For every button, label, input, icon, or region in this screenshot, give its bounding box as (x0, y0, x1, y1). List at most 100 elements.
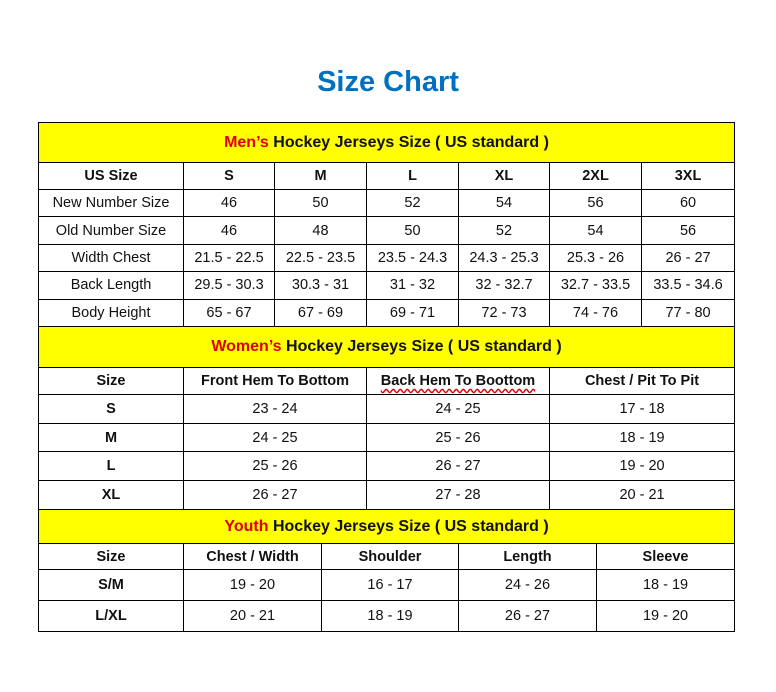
value-cell: 20 - 21 (548, 480, 736, 510)
value-cell: 50 (274, 188, 367, 218)
value-cell: 30.3 - 31 (274, 271, 367, 300)
youth-size-table: Youth Hockey Jerseys Size ( US standard … (37, 509, 736, 632)
youth-header-row: Size Chest / Width Shoulder Length Sleeve (38, 543, 736, 570)
value-cell: 48 (274, 216, 367, 245)
mens-header-row: US Size S M L XL 2XL 3XL (38, 162, 736, 190)
row-label-cell: S/M (38, 569, 184, 601)
value-cell: 18 - 19 (595, 569, 736, 601)
value-cell: 26 - 27 (183, 480, 367, 510)
row-label-cell: L (38, 451, 184, 482)
header-cell: 3XL (640, 162, 736, 190)
mens-section-title: Men’s Hockey Jerseys Size ( US standard … (37, 122, 736, 163)
table-row: S 23 - 24 24 - 25 17 - 18 (38, 394, 736, 424)
row-label-cell: Old Number Size (38, 216, 184, 245)
header-cell: Length (458, 543, 597, 570)
row-label-cell: Body Height (38, 298, 184, 327)
value-cell: 52 (366, 188, 459, 218)
value-cell: 18 - 19 (548, 422, 736, 453)
value-cell: 25.3 - 26 (549, 243, 642, 273)
value-cell: 16 - 17 (321, 569, 459, 601)
header-cell: Front Hem To Bottom (183, 367, 367, 395)
row-label-cell: XL (38, 480, 184, 510)
value-cell: 46 (183, 216, 275, 245)
value-cell: 25 - 26 (183, 451, 367, 482)
value-cell: 20 - 21 (183, 600, 322, 632)
header-cell: M (274, 162, 367, 190)
value-cell: 19 - 20 (548, 451, 736, 482)
womens-label: Women’s (211, 338, 282, 355)
value-cell: 54 (549, 216, 642, 245)
value-cell: 24 - 25 (366, 394, 550, 424)
value-cell: 72 - 73 (458, 298, 550, 327)
value-cell: 32.7 - 33.5 (549, 271, 642, 300)
youth-title-rest: Hockey Jerseys Size ( US standard ) (268, 517, 549, 535)
value-cell: 24.3 - 25.3 (458, 243, 550, 273)
table-row: L/XL 20 - 21 18 - 19 26 - 27 19 - 20 (38, 600, 736, 632)
row-label-cell: M (38, 422, 184, 453)
value-cell: 24 - 25 (183, 422, 367, 453)
value-cell: 19 - 20 (183, 569, 322, 601)
table-row: Old Number Size 46 48 50 52 54 56 (38, 216, 736, 245)
value-cell: 27 - 28 (366, 480, 550, 510)
youth-section-title: Youth Hockey Jerseys Size ( US standard … (37, 509, 736, 544)
value-cell: 23 - 24 (183, 394, 367, 424)
value-cell: 21.5 - 22.5 (183, 243, 275, 273)
value-cell: 77 - 80 (640, 298, 736, 327)
row-label-cell: Back Length (38, 271, 184, 300)
table-row: XL 26 - 27 27 - 28 20 - 21 (38, 480, 736, 510)
table-row: Width Chest 21.5 - 22.5 22.5 - 23.5 23.5 - … (38, 243, 736, 273)
value-cell: 26 - 27 (458, 600, 597, 632)
header-cell: US Size (38, 162, 184, 190)
value-cell: 60 (640, 188, 736, 218)
value-cell: 24 - 26 (458, 569, 597, 601)
value-cell: 25 - 26 (366, 422, 550, 453)
value-cell: 56 (549, 188, 642, 218)
value-cell: 67 - 69 (274, 298, 367, 327)
value-cell: 50 (366, 216, 459, 245)
value-cell: 54 (458, 188, 550, 218)
value-cell: 32 - 32.7 (458, 271, 550, 300)
header-cell: Size (38, 543, 184, 570)
header-cell: Chest / Pit To Pit (548, 367, 736, 395)
value-cell: 23.5 - 24.3 (366, 243, 459, 273)
value-cell: 46 (183, 188, 275, 218)
value-cell: 26 - 27 (640, 243, 736, 273)
table-row: New Number Size 46 50 52 54 56 60 (38, 188, 736, 218)
header-cell: XL (458, 162, 550, 190)
row-label-cell: S (38, 394, 184, 424)
value-cell: 19 - 20 (595, 600, 736, 632)
table-row: L 25 - 26 26 - 27 19 - 20 (38, 451, 736, 482)
value-cell: 74 - 76 (549, 298, 642, 327)
womens-title-rest: Hockey Jerseys Size ( US standard ) (281, 338, 562, 355)
value-cell: 29.5 - 30.3 (183, 271, 275, 300)
womens-header-row: Size Front Hem To Bottom Back Hem To Boott… (38, 367, 736, 395)
row-label-cell: Width Chest (38, 243, 184, 273)
value-cell: 18 - 19 (321, 600, 459, 632)
table-row: S/M 19 - 20 16 - 17 24 - 26 18 - 19 (38, 569, 736, 601)
value-cell: 26 - 27 (366, 451, 550, 482)
row-label-cell: New Number Size (38, 188, 184, 218)
header-cell: Chest / Width (183, 543, 322, 570)
header-cell: Size (38, 367, 184, 395)
header-cell: L (366, 162, 459, 190)
page-title: Size Chart (317, 66, 459, 98)
value-cell: 31 - 32 (366, 271, 459, 300)
youth-label: Youth (224, 517, 269, 535)
value-cell: 56 (640, 216, 736, 245)
value-cell: 65 - 67 (183, 298, 275, 327)
header-cell: Back Hem To Boottom (366, 367, 550, 395)
header-cell: Shoulder (321, 543, 459, 570)
womens-section-title: Women’s Hockey Jerseys Size ( US standar… (37, 326, 736, 368)
header-cell: 2XL (549, 162, 642, 190)
value-cell: 69 - 71 (366, 298, 459, 327)
row-label-cell: L/XL (38, 600, 184, 632)
value-cell: 17 - 18 (548, 394, 736, 424)
mens-size-table: Men’s Hockey Jerseys Size ( US standard … (37, 122, 736, 327)
womens-size-table: Women’s Hockey Jerseys Size ( US standar… (37, 326, 736, 510)
mens-label: Men’s (224, 133, 269, 151)
table-row: Body Height 65 - 67 67 - 69 69 - 71 72 - 73 7… (38, 298, 736, 327)
table-row: Back Length 29.5 - 30.3 30.3 - 31 31 - 32 32… (38, 271, 736, 300)
header-cell: S (183, 162, 275, 190)
value-cell: 52 (458, 216, 550, 245)
value-cell: 33.5 - 34.6 (640, 271, 736, 300)
